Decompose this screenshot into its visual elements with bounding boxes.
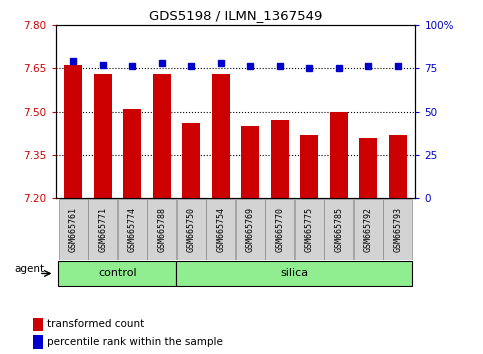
FancyBboxPatch shape — [177, 199, 206, 259]
FancyBboxPatch shape — [324, 199, 353, 259]
FancyBboxPatch shape — [295, 199, 324, 259]
Bar — [212, 74, 229, 198]
Text: GSM665771: GSM665771 — [98, 207, 107, 252]
Text: control: control — [98, 268, 137, 279]
Text: GSM665761: GSM665761 — [69, 207, 78, 252]
FancyBboxPatch shape — [176, 261, 412, 286]
FancyBboxPatch shape — [147, 199, 176, 259]
Text: GSM665792: GSM665792 — [364, 207, 373, 252]
Bar — [389, 135, 407, 198]
Bar — [123, 109, 141, 198]
Bar — [300, 135, 318, 198]
Text: GSM665788: GSM665788 — [157, 207, 166, 252]
Text: agent: agent — [14, 264, 44, 274]
Bar — [33, 318, 43, 331]
FancyBboxPatch shape — [236, 199, 265, 259]
FancyBboxPatch shape — [58, 261, 176, 286]
FancyBboxPatch shape — [265, 199, 294, 259]
Text: transformed count: transformed count — [47, 319, 144, 329]
Text: GSM665769: GSM665769 — [246, 207, 255, 252]
Text: GSM665775: GSM665775 — [305, 207, 313, 252]
Bar — [242, 126, 259, 198]
Bar — [64, 65, 82, 198]
Bar — [330, 112, 348, 198]
FancyBboxPatch shape — [118, 199, 147, 259]
Bar — [271, 120, 288, 198]
Bar — [183, 123, 200, 198]
Text: GSM665785: GSM665785 — [334, 207, 343, 252]
Text: percentile rank within the sample: percentile rank within the sample — [47, 337, 223, 347]
Text: GSM665754: GSM665754 — [216, 207, 225, 252]
Text: silica: silica — [281, 268, 309, 279]
Text: GSM665774: GSM665774 — [128, 207, 137, 252]
Text: GSM665770: GSM665770 — [275, 207, 284, 252]
FancyBboxPatch shape — [59, 199, 88, 259]
Title: GDS5198 / ILMN_1367549: GDS5198 / ILMN_1367549 — [149, 9, 322, 22]
Bar — [153, 74, 170, 198]
FancyBboxPatch shape — [383, 199, 412, 259]
Bar — [33, 335, 43, 349]
Text: GSM665750: GSM665750 — [187, 207, 196, 252]
Bar — [359, 137, 377, 198]
FancyBboxPatch shape — [88, 199, 117, 259]
Text: GSM665793: GSM665793 — [393, 207, 402, 252]
FancyBboxPatch shape — [206, 199, 235, 259]
Bar — [94, 74, 112, 198]
FancyBboxPatch shape — [354, 199, 383, 259]
